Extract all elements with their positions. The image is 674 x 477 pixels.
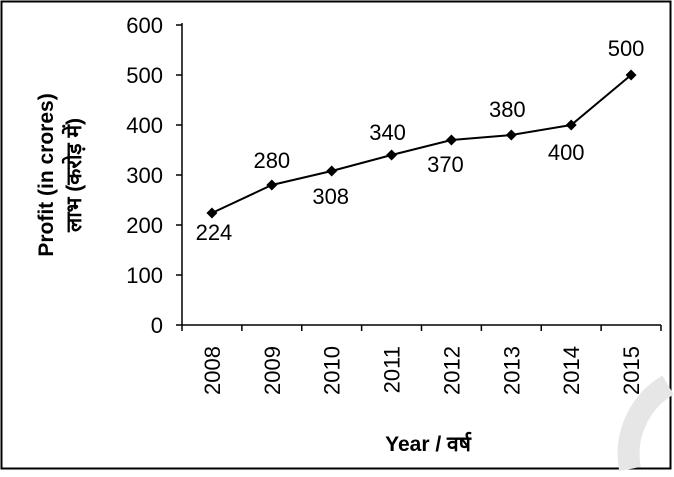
- y-tick-label: 600: [126, 13, 163, 38]
- series-line: [211, 74, 632, 214]
- watermark-arc: [617, 375, 674, 472]
- y-axis-title-line-1: Profit (in crores): [35, 93, 58, 256]
- y-axis-ticks: 0 100 200 300 400 500 600: [126, 13, 182, 338]
- data-point-marker: [565, 119, 577, 131]
- data-label: 400: [548, 140, 585, 165]
- y-axis-title-line-2: लाभ (करोड़ में): [61, 118, 86, 233]
- x-tick-label: 2015: [619, 346, 644, 395]
- data-label: 370: [427, 152, 464, 177]
- x-tick-label: 2014: [559, 346, 584, 395]
- y-tick-label: 500: [126, 63, 163, 88]
- data-point-marker: [386, 149, 398, 161]
- data-point-marker: [326, 165, 338, 177]
- data-label: 340: [369, 120, 406, 145]
- data-point-marker: [266, 179, 278, 191]
- y-tick-label: 400: [126, 113, 163, 138]
- x-tick-label: 2013: [499, 346, 524, 395]
- data-label: 280: [253, 148, 290, 173]
- data-point-marker: [625, 69, 637, 81]
- x-tick-label: 2008: [200, 346, 225, 395]
- data-point-marker: [206, 207, 218, 219]
- x-axis-title: Year / वर्ष: [385, 431, 472, 456]
- y-tick-label: 100: [126, 263, 163, 288]
- y-tick-label: 0: [151, 313, 163, 338]
- series-line-layer: [206, 69, 637, 219]
- x-axis-ticks: 2008 2009 2010 2011 2012 2013 2014 2015: [181, 325, 662, 395]
- data-label: 380: [489, 97, 526, 122]
- x-tick-label: 2009: [260, 346, 285, 395]
- x-tick-label: 2010: [320, 346, 345, 395]
- data-point-marker: [505, 129, 517, 141]
- y-tick-label: 200: [126, 213, 163, 238]
- data-label-layer: 224 280 308 340 370 380 400 500: [196, 36, 645, 245]
- x-tick-label: 2011: [380, 346, 405, 393]
- data-label: 308: [312, 184, 349, 209]
- data-label: 500: [608, 36, 645, 61]
- y-tick-label: 300: [126, 163, 163, 188]
- data-label: 224: [196, 220, 233, 245]
- x-tick-label: 2012: [439, 346, 464, 395]
- data-point-marker: [445, 134, 457, 146]
